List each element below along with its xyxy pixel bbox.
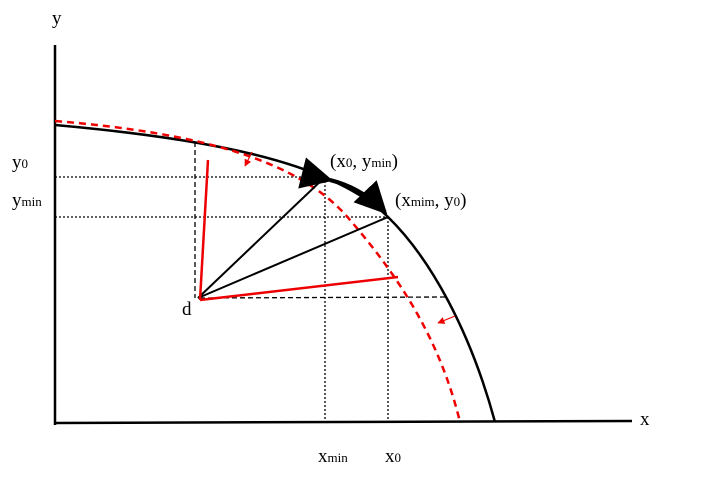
label-part: , y xyxy=(352,151,372,172)
label-part: , y xyxy=(435,190,455,211)
label-sub: 0 xyxy=(454,194,461,209)
label-sub: min xyxy=(371,155,392,170)
frontier-curve xyxy=(54,123,497,423)
ymin-label: ymin xyxy=(12,190,42,211)
label-part: (x xyxy=(395,190,411,211)
label-sub: 0 xyxy=(22,156,29,171)
double-arrow xyxy=(298,157,388,215)
shift-arrow xyxy=(437,315,456,324)
label-sub: mim xyxy=(411,194,435,209)
label-sub: min xyxy=(328,450,349,465)
label-sub: min xyxy=(22,194,43,209)
shifted-curve xyxy=(54,119,462,423)
label-sub: 0 xyxy=(346,155,353,170)
red-rays xyxy=(198,159,399,302)
label-base: y xyxy=(12,190,22,211)
x0-label: x0 xyxy=(385,446,401,467)
label-base: y xyxy=(12,152,22,173)
label-part: ) xyxy=(392,151,398,172)
point-a-label: (x0, ymin) xyxy=(330,151,398,172)
label-base: x xyxy=(385,446,395,467)
dashed-guides xyxy=(194,142,446,299)
xmin-label: xmin xyxy=(318,446,348,467)
label-sub: 0 xyxy=(395,450,402,465)
shift-arrow xyxy=(244,151,253,167)
label-part: (x xyxy=(330,151,346,172)
point-b-label: (xmim, y0) xyxy=(395,190,467,211)
guides xyxy=(55,176,389,422)
label-part: ) xyxy=(460,190,466,211)
x-axis-label: x xyxy=(640,409,650,430)
label-base: x xyxy=(318,446,328,467)
y0-label: y0 xyxy=(12,152,28,173)
x-axis xyxy=(54,419,633,425)
y-axis-label: y xyxy=(52,8,62,29)
d-label: d xyxy=(182,299,192,320)
